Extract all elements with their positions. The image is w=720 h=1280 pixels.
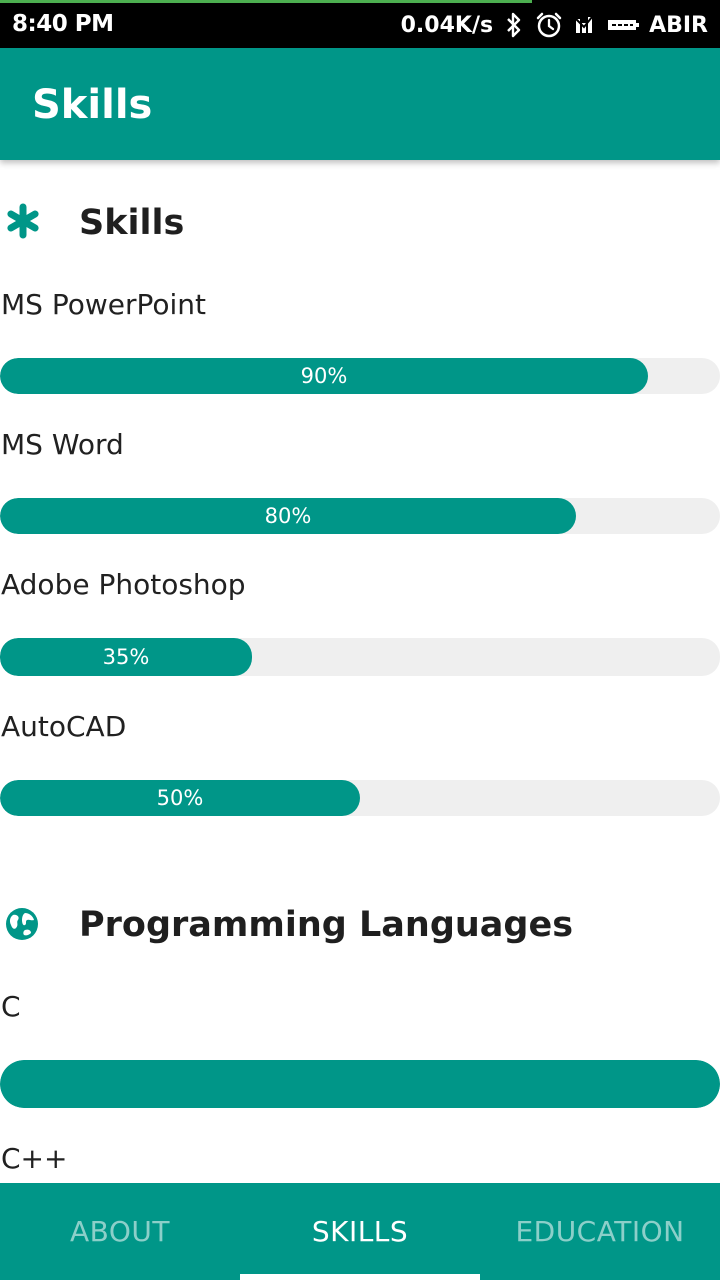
- tab-about[interactable]: ABOUT: [69, 1215, 170, 1248]
- skill-progress-text: 50%: [156, 786, 204, 810]
- programming-section-title: Programming Languages: [79, 905, 574, 945]
- skill-progress-bar: [0, 1060, 720, 1108]
- asterisk-icon: [4, 202, 42, 240]
- skill-progress-text: 80%: [264, 504, 312, 528]
- skill-progress-fill: [0, 498, 576, 534]
- page-title: Skills: [32, 82, 153, 128]
- battery-icon: [607, 18, 640, 32]
- bottom-tab-bar: ABOUT SKILLS EDUCATION: [0, 1183, 720, 1280]
- network-speed: 0.04K/s: [400, 12, 494, 38]
- tab-education[interactable]: EDUCATION: [515, 1215, 685, 1248]
- skill-progress-text: 35%: [102, 645, 150, 669]
- status-icons: 0.04K/s ABIR: [401, 9, 708, 41]
- skill-progress-bar: 80%: [0, 498, 720, 534]
- globe-icon: [4, 906, 42, 944]
- signal-icon: [575, 15, 595, 35]
- skill-progress-text: 90%: [300, 364, 348, 388]
- page-load-indicator: [0, 0, 532, 3]
- skill-label: Adobe Photoshop: [1, 568, 246, 601]
- skills-section-header: Skills: [0, 192, 720, 252]
- skill-progress-bar: 90%: [0, 358, 720, 394]
- alarm-icon: [535, 11, 563, 39]
- bluetooth-icon: [505, 12, 523, 38]
- skill-label: C: [1, 990, 21, 1023]
- status-bar: 8:40 PM 0.04K/s ABIR: [0, 0, 720, 48]
- skills-section-title: Skills: [79, 203, 185, 243]
- status-time: 8:40 PM: [12, 11, 114, 37]
- skill-label: AutoCAD: [1, 710, 127, 743]
- skill-progress-fill: [0, 780, 360, 816]
- skill-progress-fill: [0, 358, 648, 394]
- skill-progress-bar: 50%: [0, 780, 720, 816]
- carrier-name: ABIR: [649, 12, 708, 38]
- skill-label: MS Word: [1, 428, 124, 461]
- programming-section-header: Programming Languages: [0, 894, 720, 954]
- skill-progress-bar: 35%: [0, 638, 720, 676]
- skill-progress-fill: [0, 638, 252, 676]
- tab-skills[interactable]: SKILLS: [311, 1215, 409, 1248]
- skill-label: MS PowerPoint: [1, 288, 207, 321]
- skill-progress-fill: [0, 1060, 720, 1108]
- active-tab-indicator: [240, 1274, 480, 1280]
- skills-content[interactable]: Skills MS PowerPoint 90% MS Word 80% Ado…: [0, 160, 720, 1183]
- skill-label: C++: [1, 1142, 68, 1175]
- app-bar: Skills: [0, 48, 720, 160]
